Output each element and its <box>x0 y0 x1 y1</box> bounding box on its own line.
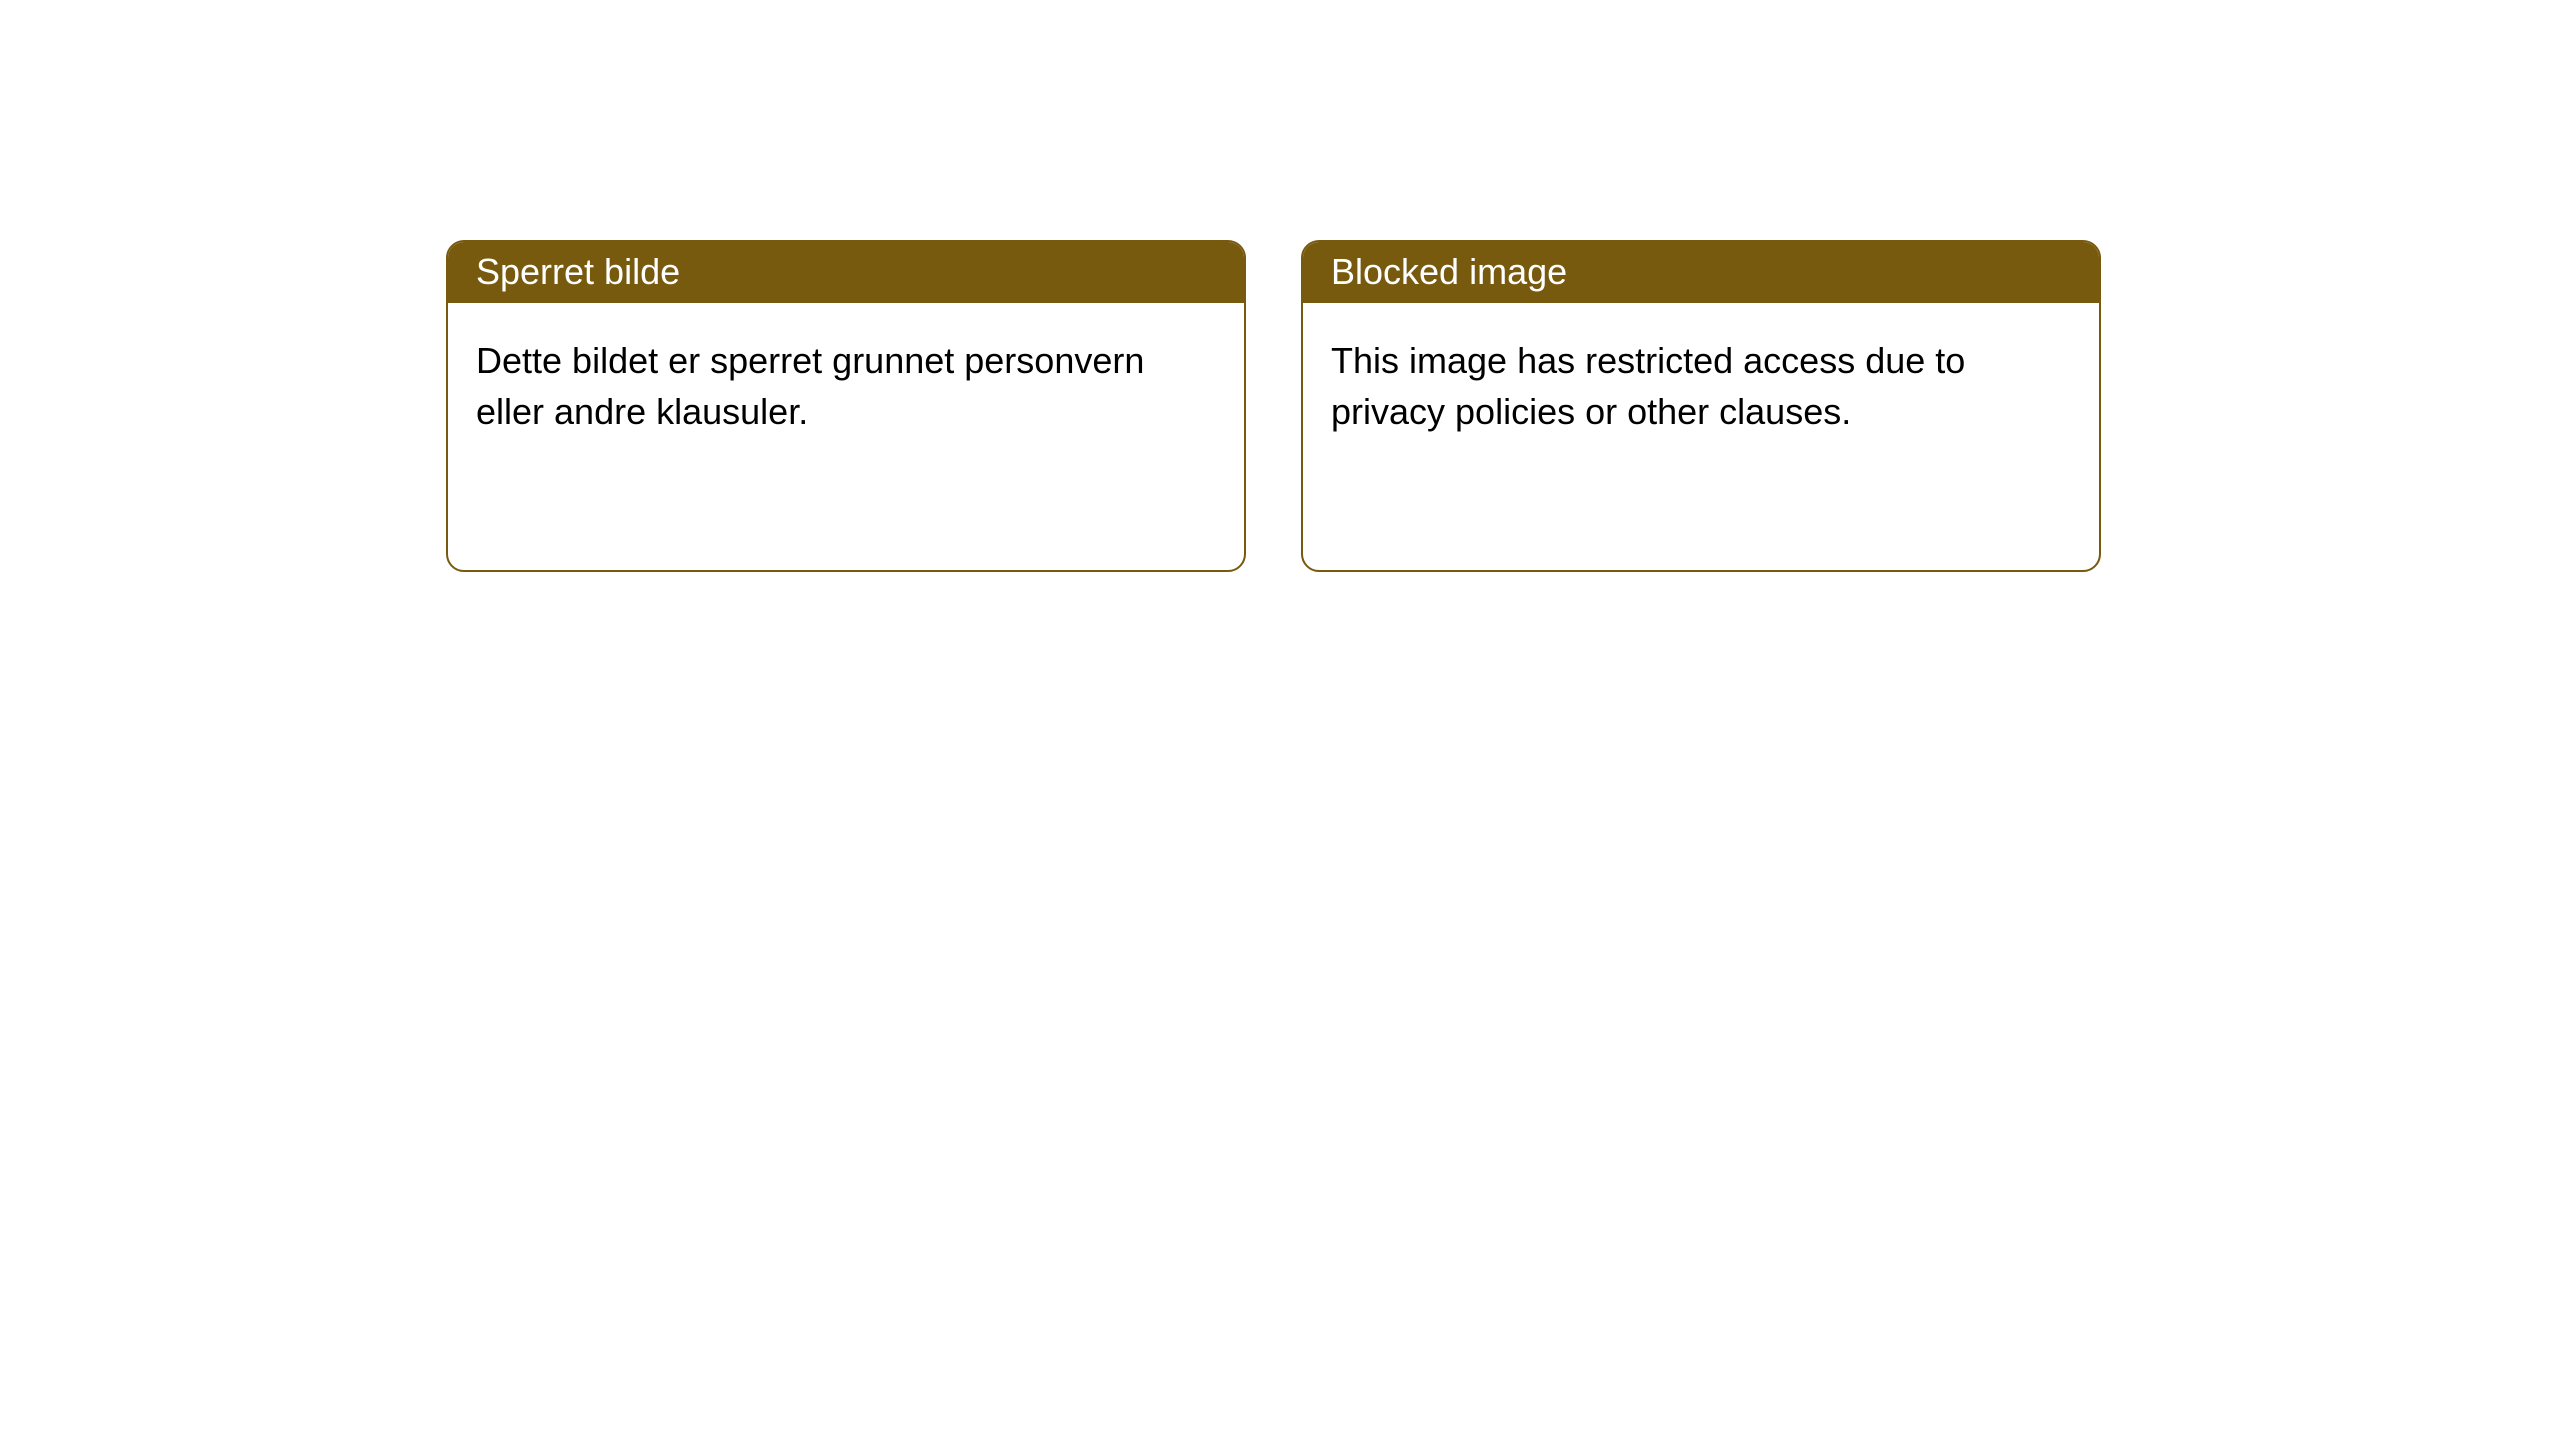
card-message-norwegian: Dette bildet er sperret grunnet personve… <box>476 340 1144 432</box>
card-body-norwegian: Dette bildet er sperret grunnet personve… <box>448 303 1244 465</box>
card-body-english: This image has restricted access due to … <box>1303 303 2099 465</box>
card-header-norwegian: Sperret bilde <box>448 242 1244 303</box>
notice-card-english: Blocked image This image has restricted … <box>1301 240 2101 572</box>
notice-cards-container: Sperret bilde Dette bildet er sperret gr… <box>0 0 2560 572</box>
notice-card-norwegian: Sperret bilde Dette bildet er sperret gr… <box>446 240 1246 572</box>
card-title-english: Blocked image <box>1331 251 1567 292</box>
card-header-english: Blocked image <box>1303 242 2099 303</box>
card-title-norwegian: Sperret bilde <box>476 251 680 292</box>
card-message-english: This image has restricted access due to … <box>1331 340 1965 432</box>
